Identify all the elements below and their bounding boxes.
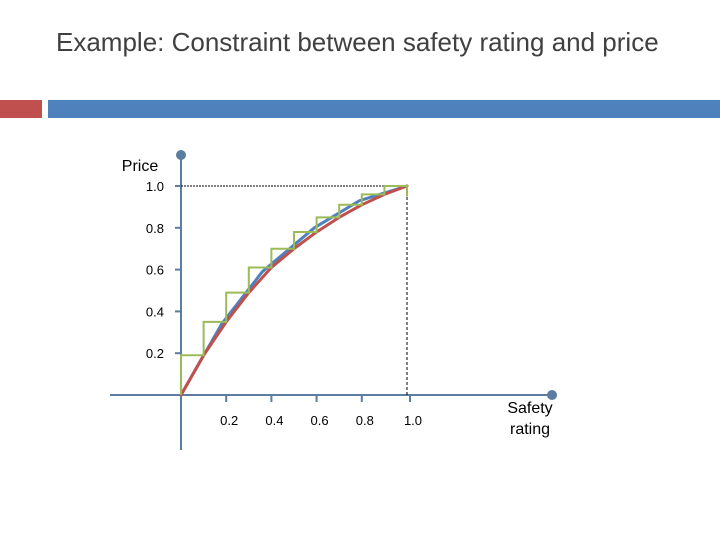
x-tick-label: 0.6	[311, 413, 329, 428]
accent-bar-red	[0, 100, 42, 118]
series-line-red	[179, 184, 409, 397]
slide-title: Example: Constraint between safety ratin…	[56, 27, 659, 57]
y-tick-label: 1.0	[146, 179, 164, 194]
accent-bar-blue	[48, 100, 720, 118]
y-tick-label: 0.4	[146, 304, 164, 319]
series-step-line	[180, 185, 408, 395]
y-axis-title: Price	[122, 158, 159, 175]
x-tick-label: 0.8	[356, 413, 374, 428]
y-tick-label: 0.8	[146, 221, 164, 236]
x-axis-title: Safety rating	[507, 400, 552, 438]
x-tick-label: 1.0	[404, 413, 422, 428]
x-tick-label: 0.4	[265, 413, 283, 428]
x-tick-label: 0.2	[220, 413, 238, 428]
series-line-blue	[179, 184, 409, 397]
y-tick-label: 0.6	[146, 263, 164, 278]
y-tick-label: 0.2	[146, 346, 164, 361]
